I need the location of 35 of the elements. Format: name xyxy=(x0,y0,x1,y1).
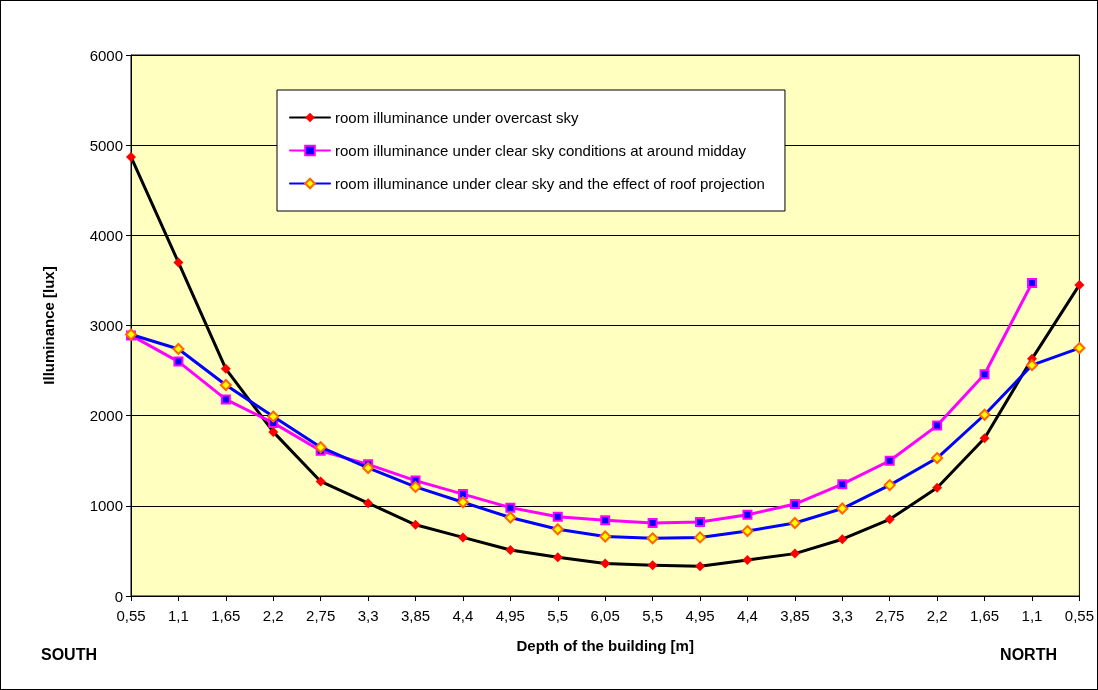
x-tick-label: 3,85 xyxy=(400,607,431,624)
text: NORTH xyxy=(1000,645,1058,663)
x-tick-label: 2,75 xyxy=(875,607,905,624)
x-tick-label: 4,4 xyxy=(737,607,758,624)
x-tick-label: 4,4 xyxy=(452,607,474,624)
y-tick-label: 3000 xyxy=(89,317,123,334)
text: SOUTH xyxy=(41,645,97,663)
legend-label: room illuminance under overcast sky xyxy=(335,109,579,126)
x-axis-title: Depth of the building [m] xyxy=(516,637,694,654)
x-tick-label: 1,1 xyxy=(167,607,189,624)
x-tick-label: 1,65 xyxy=(969,607,1000,624)
x-tick-label: 5,5 xyxy=(642,607,664,624)
y-tick-label: 5000 xyxy=(89,136,123,154)
x-tick-label: 6,05 xyxy=(590,607,620,624)
x-tick-label: 3,85 xyxy=(780,607,810,624)
y-tick-label: 6000 xyxy=(89,46,123,64)
y-tick-label: 4000 xyxy=(89,226,123,244)
y-tick-label: 1000 xyxy=(89,497,123,515)
x-tick-label: 0,55 xyxy=(116,607,146,624)
legend-label: room illuminance under clear sky and the effect of roof projection xyxy=(335,175,765,192)
x-tick-label: 1,65 xyxy=(211,607,241,624)
y-axis-title: Illuminance [lux] xyxy=(40,266,57,385)
x-tick-label: 0,55 xyxy=(1064,607,1094,624)
x-tick-label: 2,2 xyxy=(262,607,284,624)
x-tick-label: 4,95 xyxy=(685,607,715,624)
x-tick-label: 2,75 xyxy=(306,607,336,624)
x-tick-label: 5,5 xyxy=(547,607,569,624)
legend-label: room illuminance under clear sky conditions at around midday xyxy=(335,142,747,159)
x-tick-label: 3,3 xyxy=(357,607,379,624)
y-tick-label: 0 xyxy=(114,587,123,605)
x-tick-label: 1,1 xyxy=(1021,607,1043,624)
x-tick-label: 4,95 xyxy=(495,607,525,624)
y-tick-label: 2000 xyxy=(89,407,123,425)
x-tick-label: 3,3 xyxy=(831,607,853,624)
x-tick-label: 2,2 xyxy=(926,607,948,624)
